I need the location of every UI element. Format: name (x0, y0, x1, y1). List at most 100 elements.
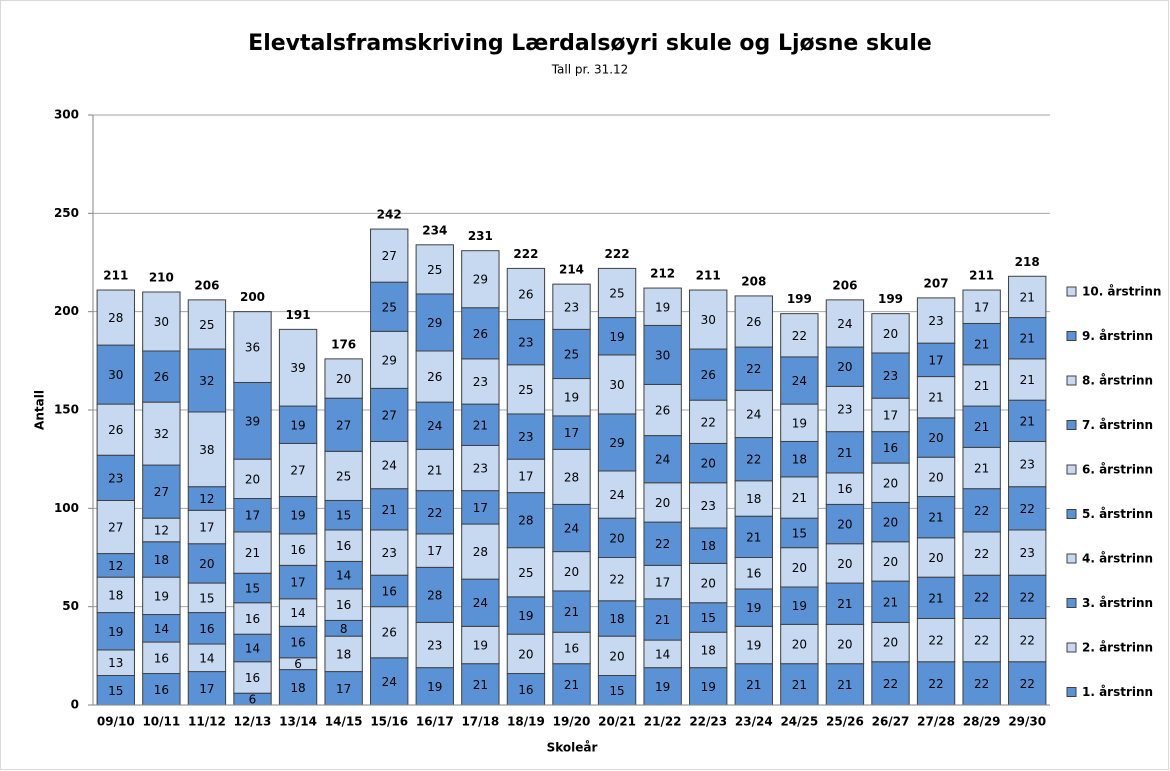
x-axis-label: Skoleår (547, 741, 598, 755)
bar-segment (187, 582, 227, 614)
legend-label: 7. årstrinn (1082, 418, 1153, 432)
bar-segment (96, 344, 135, 405)
x-tick-label: 19/20 (553, 715, 591, 729)
total-label: 218 (1015, 255, 1040, 269)
data-label: 21 (837, 446, 852, 460)
y-axis-label: Antall (33, 390, 47, 430)
data-label: 21 (974, 338, 989, 352)
x-tick-label: 23/24 (735, 715, 773, 729)
bar-segment (278, 564, 318, 600)
data-label: 36 (245, 341, 260, 355)
data-label: 24 (655, 453, 670, 467)
data-label: 30 (701, 313, 716, 327)
bar-segment (962, 617, 1001, 663)
bar-segment (871, 462, 910, 503)
bar-segment (916, 456, 956, 498)
bar-segment (871, 313, 910, 354)
data-label: 14 (245, 641, 260, 655)
data-label: 17 (655, 576, 670, 590)
bar-segment (142, 673, 181, 706)
bar-segment (643, 435, 682, 484)
bar-segment (871, 431, 910, 464)
data-label: 21 (792, 491, 807, 505)
data-label: 20 (564, 565, 579, 579)
data-label: 19 (609, 330, 624, 344)
x-tick-label: 25/26 (826, 715, 864, 729)
data-label: 27 (290, 463, 305, 477)
legend-label: 9. årstrinn (1082, 329, 1153, 343)
total-label: 206 (194, 278, 219, 292)
data-label: 23 (473, 375, 488, 389)
data-label: 27 (154, 485, 169, 499)
data-label: 27 (336, 418, 351, 432)
bar-segment (278, 625, 318, 659)
total-label: 206 (832, 278, 857, 292)
data-label: 25 (427, 263, 442, 277)
data-label: 16 (336, 598, 351, 612)
data-label: 22 (427, 506, 442, 520)
legend-swatch (1066, 331, 1077, 341)
data-label: 21 (974, 462, 989, 476)
bar-segment (780, 586, 819, 625)
data-label: 21 (883, 595, 898, 609)
x-tick-label: 28/29 (963, 715, 1001, 729)
x-tick-label: 20/21 (598, 715, 636, 729)
bar-segment (370, 606, 409, 659)
data-label: 29 (473, 273, 488, 287)
data-label: 19 (427, 680, 442, 694)
bar-segment (1008, 358, 1047, 401)
data-label: 20 (792, 638, 807, 652)
data-label: 14 (154, 622, 169, 636)
x-tick-label: 21/22 (644, 715, 682, 729)
y-tick-label: 250 (54, 206, 79, 220)
bar-segment (1008, 574, 1047, 619)
data-label: 19 (655, 300, 670, 314)
x-tick-label: 22/23 (689, 715, 727, 729)
total-label: 242 (377, 208, 402, 222)
data-label: 26 (701, 368, 716, 382)
data-label: 22 (974, 590, 989, 604)
data-label: 26 (427, 370, 442, 384)
bar-segment (871, 541, 910, 582)
data-label: 21 (427, 463, 442, 477)
legend-swatch (1066, 687, 1077, 697)
data-label: 18 (701, 539, 716, 553)
bar-segment (962, 446, 1001, 490)
data-label: 14 (290, 606, 305, 620)
data-label: 17 (336, 682, 351, 696)
data-label: 17 (199, 682, 214, 696)
data-label: 20 (701, 457, 716, 471)
bar-segment (187, 509, 227, 545)
data-label: 17 (290, 576, 305, 590)
bar-segment (233, 311, 272, 383)
data-label: 23 (518, 336, 533, 350)
bar-segment (461, 250, 500, 309)
data-label: 15 (701, 611, 716, 625)
data-label: 26 (746, 315, 761, 329)
total-label: 176 (331, 337, 356, 351)
total-label: 199 (878, 292, 903, 306)
total-label: 222 (605, 247, 630, 261)
bar-segment (734, 557, 773, 590)
data-label: 17 (518, 469, 533, 483)
data-label: 19 (792, 416, 807, 430)
bar-segment (689, 631, 728, 669)
data-label: 20 (883, 476, 898, 490)
data-label: 18 (154, 553, 169, 567)
data-label: 24 (382, 675, 397, 689)
bar-segment (597, 635, 637, 677)
bar-segment (370, 440, 409, 490)
data-label: 23 (1020, 458, 1035, 472)
bar-segment (780, 547, 819, 588)
data-label: 29 (609, 436, 624, 450)
data-label: 21 (564, 605, 579, 619)
data-label: 21 (837, 678, 852, 692)
bar-segment (506, 458, 546, 494)
bar-segment (324, 529, 363, 562)
bar-segment (324, 671, 363, 706)
bar-segment (597, 267, 637, 319)
legend-label: 5. årstrinn (1082, 507, 1153, 521)
data-label: 16 (290, 543, 305, 557)
data-label: 28 (108, 311, 123, 325)
bar-segment (597, 470, 637, 519)
